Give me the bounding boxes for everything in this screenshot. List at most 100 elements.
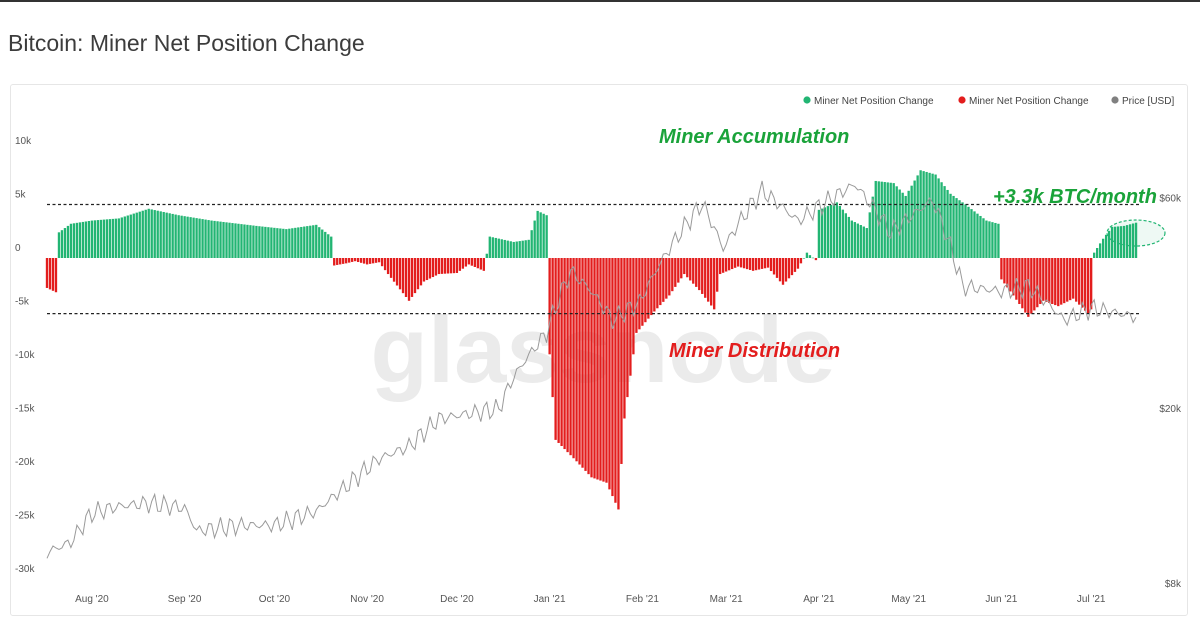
bar-positive [811,257,815,259]
bar-positive [524,240,527,258]
bar-negative [1006,258,1009,288]
bar-positive [129,214,132,258]
bar-positive [1093,252,1096,258]
bar-positive [820,208,824,258]
bar-negative [581,258,584,468]
bar-negative [763,258,767,269]
legend-label: Miner Net Position Change [969,96,1089,107]
bar-positive [165,212,168,258]
bar-negative [620,258,623,464]
bar-positive [102,219,106,258]
y-right-tick-label: $20k [1159,404,1182,415]
bar-positive [1134,222,1138,258]
bar-negative [386,258,390,275]
bar-negative [470,258,474,266]
y-left-tick-label: -30k [15,564,35,575]
bar-positive [147,208,150,258]
legend-item-negative[interactable]: Miner Net Position Change [958,96,1089,107]
bar-negative [751,258,755,271]
bar-positive [105,219,108,258]
bar-positive [120,217,123,258]
bar-negative [635,258,638,333]
bar-negative [814,258,818,261]
annotation-rate: +3.3k BTC/month [993,186,1157,208]
bar-positive [802,258,806,259]
y-left-tick-label: -20k [15,457,35,468]
bar-negative [446,258,450,274]
x-tick-label: Nov '20 [350,594,384,605]
bar-negative [461,258,465,269]
bar-negative [575,258,578,462]
bar-positive [57,232,61,258]
bar-positive [817,209,821,258]
bar-positive [87,221,91,258]
bar-positive [66,225,70,258]
bar-negative [754,258,758,271]
bar-negative [377,258,381,263]
bar-positive [135,212,138,258]
bar-positive [530,230,533,258]
bar-negative [395,258,399,286]
y-left-tick-label: 10k [15,136,32,147]
legend-item-price[interactable]: Price [USD] [1111,96,1174,107]
bar-positive [494,237,497,258]
bar-positive [240,224,243,258]
bar-negative [452,258,456,274]
bar-positive [123,216,126,258]
bar-negative [698,258,701,291]
top-rule [0,0,1200,2]
bar-negative [704,258,707,298]
x-tick-label: Feb '21 [626,594,659,605]
bar-positive [264,226,267,258]
y-left-tick-label: 5k [15,190,27,201]
bar-positive [276,228,279,258]
bar-positive [835,202,839,258]
bar-negative [775,258,779,278]
bar-negative [374,258,378,263]
bar-negative [745,258,749,270]
bar-positive [174,214,177,258]
bar-positive [943,186,946,258]
bar-negative [632,258,635,355]
bar-positive [865,228,868,258]
bar-positive [1095,248,1099,258]
bar-positive [533,220,536,258]
bar-negative [54,258,58,293]
bar-positive [93,220,97,258]
bar-negative [407,258,411,301]
bar-positive [1128,224,1132,258]
x-tick-label: Oct '20 [259,594,291,605]
bar-positive [183,216,186,258]
bar-negative [401,258,405,294]
bar-positive [973,211,976,258]
bar-negative [1063,258,1066,304]
bar-positive [895,186,898,258]
bar-positive [168,213,171,258]
x-tick-label: Aug '20 [75,594,109,605]
bar-negative [787,258,791,279]
bar-negative [419,258,423,286]
bar-negative [440,258,444,274]
bar-negative [1009,258,1012,292]
bar-positive [889,182,892,258]
bar-positive [195,218,198,258]
bar-negative [437,258,441,275]
bar-positive [177,215,180,258]
bar-positive [1122,225,1126,258]
bar-positive [162,211,165,258]
bar-negative [626,258,629,398]
bar-negative [336,258,339,265]
legend-item-positive[interactable]: Miner Net Position Change [803,96,934,107]
bar-negative [404,258,408,297]
bar-negative [1066,258,1069,302]
bar-positive [153,210,156,258]
bar-negative [422,258,426,282]
y-left-tick-label: -10k [15,350,35,361]
bar-positive [910,185,913,258]
bar-negative [778,258,782,282]
bar-positive [997,223,1000,258]
bar-positive [832,203,836,258]
bar-positive [886,182,889,258]
bar-positive [991,222,994,258]
bar-negative [668,258,671,296]
